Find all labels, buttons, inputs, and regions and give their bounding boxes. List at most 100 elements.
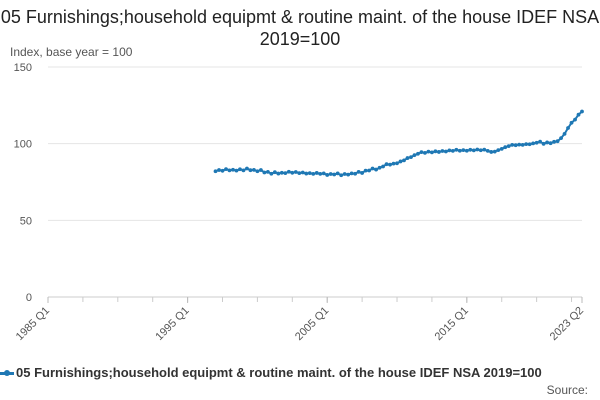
data-point-2013-q3[interactable] xyxy=(443,149,448,154)
data-point-2006-q1[interactable] xyxy=(339,173,344,178)
data-point-2014-q2[interactable] xyxy=(454,147,459,152)
data-point-2010-q1[interactable] xyxy=(395,161,399,166)
data-point-2001-q3[interactable] xyxy=(276,171,281,176)
data-point-2018-q4[interactable] xyxy=(517,142,522,147)
data-point-2023-q1[interactable] xyxy=(576,112,581,117)
data-point-2008-q1[interactable] xyxy=(367,168,371,173)
data-point-1998-q3[interactable] xyxy=(234,168,239,173)
data-point-2015-q4[interactable] xyxy=(475,147,480,152)
data-point-2001-q4[interactable] xyxy=(279,170,284,175)
data-point-2008-q4[interactable] xyxy=(377,165,382,170)
data-point-1999-q1[interactable] xyxy=(241,168,246,173)
data-point-2005-q1[interactable] xyxy=(325,173,330,177)
data-point-2002-q4[interactable] xyxy=(293,170,298,174)
data-point-2000-q3[interactable] xyxy=(262,170,267,175)
data-point-2012-q4[interactable] xyxy=(433,149,438,154)
data-point-2012-q3[interactable] xyxy=(430,150,434,155)
data-point-2011-q3[interactable] xyxy=(416,151,420,156)
data-point-2011-q2[interactable] xyxy=(412,153,417,158)
data-point-2020-q2[interactable] xyxy=(538,139,543,144)
data-point-2005-q4[interactable] xyxy=(335,171,340,176)
data-point-2008-q3[interactable] xyxy=(374,167,378,172)
data-point-2014-q3[interactable] xyxy=(457,148,462,153)
data-point-2004-q1[interactable] xyxy=(311,171,316,176)
data-point-2010-q3[interactable] xyxy=(402,158,406,163)
data-point-2011-q4[interactable] xyxy=(419,150,424,155)
data-point-2018-q3[interactable] xyxy=(513,143,518,148)
data-point-2003-q2[interactable] xyxy=(300,170,305,175)
data-point-1997-q1[interactable] xyxy=(213,169,218,174)
data-point-2010-q2[interactable] xyxy=(398,159,403,164)
data-point-2000-q1[interactable] xyxy=(255,169,260,174)
data-point-1998-q1[interactable] xyxy=(227,168,232,173)
data-point-1999-q4[interactable] xyxy=(252,167,256,172)
data-point-2017-q3[interactable] xyxy=(499,146,504,151)
data-point-2003-q3[interactable] xyxy=(304,171,309,176)
data-point-2013-q4[interactable] xyxy=(447,148,452,153)
data-point-2009-q1[interactable] xyxy=(381,164,385,169)
data-point-2002-q2[interactable] xyxy=(286,169,291,174)
data-point-2009-q3[interactable] xyxy=(388,162,392,167)
data-point-2012-q2[interactable] xyxy=(426,149,431,154)
data-point-2009-q2[interactable] xyxy=(384,162,389,167)
data-point-2006-q4[interactable] xyxy=(349,171,354,176)
data-point-1998-q4[interactable] xyxy=(238,167,242,172)
data-point-2001-q2[interactable] xyxy=(272,170,277,175)
data-point-2002-q1[interactable] xyxy=(283,171,288,176)
data-point-1999-q2[interactable] xyxy=(245,166,249,171)
data-point-2017-q4[interactable] xyxy=(503,145,508,150)
data-point-2019-q3[interactable] xyxy=(527,142,532,147)
data-point-2004-q3[interactable] xyxy=(318,171,323,176)
data-point-2000-q4[interactable] xyxy=(265,169,270,174)
data-point-2016-q3[interactable] xyxy=(485,148,490,153)
data-point-2002-q3[interactable] xyxy=(290,170,295,175)
data-point-2016-q4[interactable] xyxy=(489,150,494,154)
data-point-2013-q2[interactable] xyxy=(440,149,445,153)
data-point-2003-q4[interactable] xyxy=(307,171,312,176)
data-point-2004-q2[interactable] xyxy=(314,171,319,175)
data-point-1998-q2[interactable] xyxy=(231,167,235,172)
data-point-2019-q4[interactable] xyxy=(531,141,536,146)
data-point-2006-q2[interactable] xyxy=(342,172,347,176)
data-point-2015-q3[interactable] xyxy=(471,148,476,153)
data-point-2022-q3[interactable] xyxy=(569,120,574,125)
data-point-2015-q1[interactable] xyxy=(464,148,469,153)
data-point-1997-q2[interactable] xyxy=(217,168,221,172)
data-point-2020-q4[interactable] xyxy=(545,140,549,145)
data-point-1999-q3[interactable] xyxy=(248,168,253,173)
data-point-2007-q4[interactable] xyxy=(363,168,368,173)
data-point-2005-q3[interactable] xyxy=(332,172,337,177)
data-point-2020-q3[interactable] xyxy=(541,141,546,146)
data-point-2014-q1[interactable] xyxy=(450,148,455,153)
data-point-2018-q2[interactable] xyxy=(510,142,515,147)
data-point-2014-q4[interactable] xyxy=(461,148,466,153)
data-point-2021-q1[interactable] xyxy=(548,141,553,146)
data-point-2021-q4[interactable] xyxy=(559,136,563,141)
data-point-2015-q2[interactable] xyxy=(468,147,473,152)
data-point-2023-q2[interactable] xyxy=(580,109,584,114)
data-point-2016-q1[interactable] xyxy=(478,148,483,153)
data-point-1997-q3[interactable] xyxy=(220,168,225,173)
data-point-2020-q1[interactable] xyxy=(534,140,539,145)
data-point-2022-q2[interactable] xyxy=(566,126,570,130)
data-point-2006-q3[interactable] xyxy=(346,172,351,177)
data-point-2011-q1[interactable] xyxy=(409,155,413,160)
data-point-2012-q1[interactable] xyxy=(423,150,427,155)
data-point-2019-q2[interactable] xyxy=(524,142,529,147)
data-point-1997-q4[interactable] xyxy=(224,167,228,172)
data-point-2001-q1[interactable] xyxy=(269,171,274,176)
data-point-2019-q1[interactable] xyxy=(520,142,525,147)
data-point-2017-q2[interactable] xyxy=(496,148,501,153)
data-point-2007-q1[interactable] xyxy=(353,171,358,176)
data-point-2016-q2[interactable] xyxy=(482,147,487,152)
data-point-2008-q2[interactable] xyxy=(370,166,375,171)
data-point-2018-q1[interactable] xyxy=(506,144,511,149)
data-point-2021-q2[interactable] xyxy=(552,139,556,144)
data-point-2013-q1[interactable] xyxy=(437,150,441,154)
data-point-2007-q2[interactable] xyxy=(356,169,361,174)
data-point-2000-q2[interactable] xyxy=(259,168,263,172)
data-point-2021-q3[interactable] xyxy=(555,139,560,144)
data-point-2009-q4[interactable] xyxy=(391,161,396,166)
data-point-2005-q2[interactable] xyxy=(328,172,333,176)
data-point-2004-q4[interactable] xyxy=(321,171,326,176)
